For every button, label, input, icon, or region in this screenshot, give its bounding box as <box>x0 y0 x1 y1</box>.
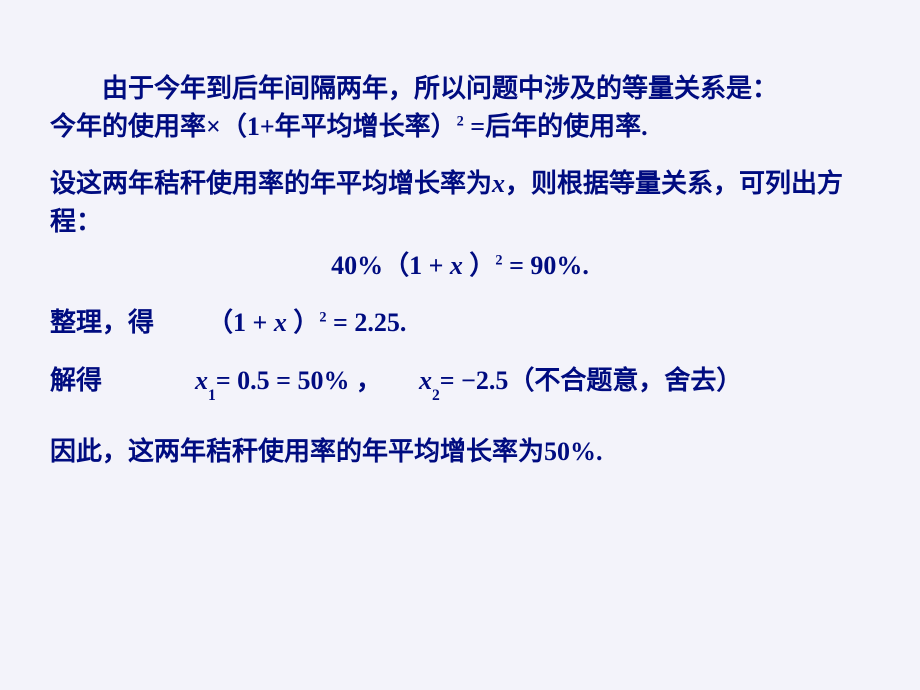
setup-sentence: 设这两年秸秆使用率的年平均增长率为x，则根据等量关系，可列出方程： <box>50 165 870 240</box>
math-solution-slide: 由于今年到后年间隔两年，所以问题中涉及的等量关系是： 今年的使用率×（1+年平均… <box>0 0 920 690</box>
relation-lhs: 今年的使用率×（1+年平均增长率） <box>50 112 457 141</box>
eq1-a: 40%（1 + <box>331 251 450 280</box>
solve-label: 解得 <box>50 366 102 395</box>
simplify-label: 整理，得 <box>50 308 154 337</box>
eq1-var: x <box>450 251 463 280</box>
eq2-a: （1 + <box>207 308 274 337</box>
setup-var: x <box>492 169 505 198</box>
eq1-exp: 2 <box>495 252 502 268</box>
intro-text: 由于今年到后年间隔两年，所以问题中涉及的等量关系是： <box>102 74 778 103</box>
eq2-var: x <box>274 308 287 337</box>
setup-a: 设这两年秸秆使用率的年平均增长率为 <box>50 169 492 198</box>
equation-2: （1 + x ）2 = 2.25. <box>207 308 406 337</box>
sol2-var: x <box>419 366 432 395</box>
eq2-c: = 2.25. <box>327 308 407 337</box>
intro-sentence: 由于今年到后年间隔两年，所以问题中涉及的等量关系是： <box>50 70 870 108</box>
eq1-b: ） <box>463 251 496 280</box>
simplify-line: 整理，得 （1 + x ）2 = 2.25. <box>50 304 870 342</box>
conclusion-text: 因此，这两年秸秆使用率的年平均增长率为50%. <box>50 437 603 466</box>
solution-1: x1= 0.5 = 50% ， <box>195 366 388 395</box>
eq2-exp: 2 <box>319 310 326 326</box>
relation-rhs: =后年的使用率. <box>464 112 648 141</box>
relation-definition: 今年的使用率×（1+年平均增长率）2 =后年的使用率. <box>50 108 870 146</box>
eq1-c: = 90%. <box>503 251 589 280</box>
solution-2: x2= −2.5（不合题意，舍去） <box>419 366 742 395</box>
sol2-txt: = −2.5（不合题意，舍去） <box>440 366 743 395</box>
solve-line: 解得 x1= 0.5 = 50% ， x2= −2.5（不合题意，舍去） <box>50 362 870 403</box>
equation-1: 40%（1 + x ）2 = 90%. <box>50 247 870 285</box>
relation-exp: 2 <box>457 113 464 129</box>
sol2-sub: 2 <box>432 387 440 404</box>
sol1-var: x <box>195 366 208 395</box>
sol1-sub: 1 <box>208 387 216 404</box>
eq2-b: ） <box>287 308 320 337</box>
conclusion-line: 因此，这两年秸秆使用率的年平均增长率为50%. <box>50 433 870 471</box>
sol1-txt: = 0.5 = 50% ， <box>216 366 382 395</box>
